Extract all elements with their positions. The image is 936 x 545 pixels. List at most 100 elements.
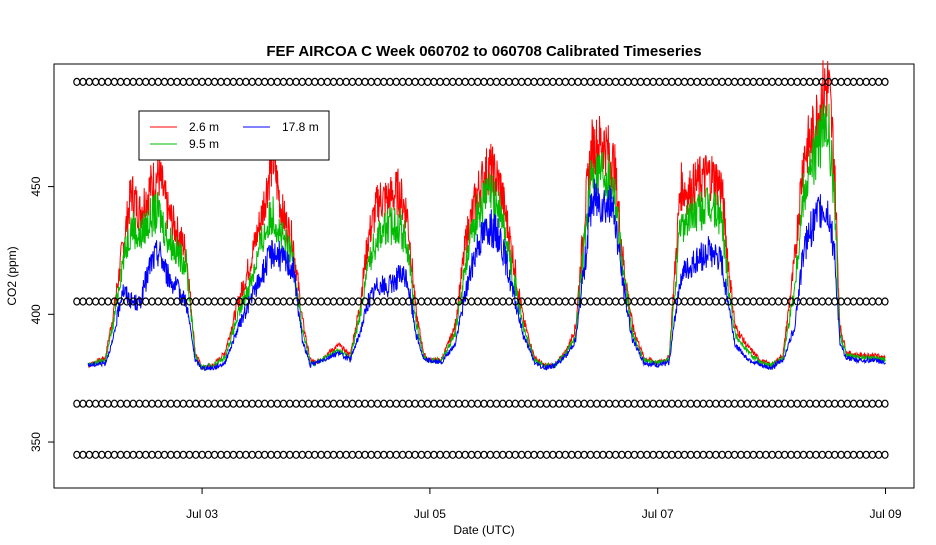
marker-point bbox=[148, 297, 156, 306]
marker-point bbox=[129, 399, 137, 408]
marker-point bbox=[705, 297, 714, 306]
marker-point bbox=[643, 399, 651, 408]
marker-point bbox=[399, 450, 407, 459]
marker-point bbox=[862, 450, 870, 459]
marker-point bbox=[192, 450, 200, 459]
marker-point bbox=[430, 450, 438, 459]
marker-point bbox=[248, 77, 256, 87]
marker-point bbox=[687, 450, 695, 459]
marker-point bbox=[693, 77, 701, 87]
marker-point bbox=[524, 399, 532, 408]
marker-point bbox=[267, 450, 275, 459]
marker-point bbox=[129, 450, 137, 459]
marker-point bbox=[799, 297, 808, 306]
marker-point bbox=[279, 297, 288, 306]
marker-point bbox=[536, 450, 545, 459]
marker-point bbox=[818, 450, 826, 459]
marker-point bbox=[211, 297, 219, 306]
marker-point bbox=[674, 77, 682, 87]
marker-point bbox=[668, 450, 676, 459]
marker-point bbox=[292, 77, 300, 87]
marker-point bbox=[781, 297, 789, 306]
marker-point bbox=[687, 399, 695, 408]
marker-point bbox=[317, 399, 325, 408]
marker-point bbox=[254, 297, 263, 306]
marker-point bbox=[680, 450, 689, 459]
marker-point bbox=[542, 77, 551, 87]
marker-point bbox=[499, 297, 507, 306]
marker-point bbox=[173, 77, 181, 87]
marker-point bbox=[148, 450, 156, 459]
marker-point bbox=[91, 399, 100, 408]
y-axis-label: CO2 (ppm) bbox=[5, 246, 19, 305]
marker-point bbox=[630, 399, 639, 408]
marker-point bbox=[868, 399, 877, 408]
marker-point bbox=[373, 297, 382, 306]
marker-point bbox=[580, 399, 588, 408]
marker-point bbox=[749, 77, 758, 87]
marker-point bbox=[211, 399, 219, 408]
marker-point bbox=[881, 77, 889, 87]
legend-label-2.6m: 2.6 m bbox=[189, 120, 219, 134]
marker-point bbox=[762, 297, 770, 306]
marker-point bbox=[730, 399, 739, 408]
marker-point bbox=[749, 399, 758, 408]
marker-point bbox=[135, 399, 143, 408]
marker-point bbox=[367, 77, 375, 87]
marker-point bbox=[474, 77, 482, 87]
marker-point bbox=[718, 297, 726, 306]
marker-point bbox=[862, 77, 870, 87]
marker-point bbox=[85, 399, 93, 408]
marker-point bbox=[342, 450, 350, 459]
marker-point bbox=[204, 450, 212, 459]
marker-point bbox=[179, 77, 187, 87]
marker-point bbox=[499, 399, 507, 408]
marker-point bbox=[261, 399, 269, 408]
marker-point bbox=[486, 399, 494, 408]
marker-point bbox=[405, 399, 413, 408]
marker-point bbox=[392, 297, 400, 306]
marker-point bbox=[743, 77, 751, 87]
marker-point bbox=[449, 297, 457, 306]
marker-point bbox=[824, 450, 833, 459]
marker-point bbox=[467, 77, 476, 87]
marker-point bbox=[411, 77, 419, 87]
marker-point bbox=[142, 77, 150, 87]
marker-point bbox=[687, 77, 695, 87]
marker-point bbox=[849, 297, 858, 306]
marker-point bbox=[185, 77, 194, 87]
marker-point bbox=[361, 77, 369, 87]
marker-point bbox=[261, 297, 269, 306]
chart-title: FEF AIRCOA C Week 060702 to 060708 Calib… bbox=[266, 43, 701, 60]
marker-point bbox=[286, 399, 294, 408]
marker-point bbox=[781, 399, 789, 408]
marker-point bbox=[192, 399, 200, 408]
marker-point bbox=[812, 399, 820, 408]
marker-point bbox=[417, 399, 425, 408]
marker-point bbox=[787, 450, 795, 459]
marker-point bbox=[373, 399, 382, 408]
series-line-2.6m bbox=[87, 60, 886, 371]
marker-point bbox=[524, 450, 532, 459]
marker-point bbox=[875, 450, 883, 459]
marker-point bbox=[768, 450, 776, 459]
marker-point bbox=[179, 399, 187, 408]
marker-point bbox=[549, 77, 557, 87]
plot-frame bbox=[53, 63, 915, 489]
marker-point bbox=[580, 450, 588, 459]
marker-point bbox=[229, 77, 237, 87]
marker-point bbox=[311, 399, 319, 408]
marker-point bbox=[524, 297, 532, 306]
marker-point bbox=[104, 450, 112, 459]
legend-label-9.5m: 9.5 m bbox=[189, 137, 219, 151]
marker-point bbox=[474, 450, 482, 459]
marker-point bbox=[480, 297, 488, 306]
marker-point bbox=[574, 450, 582, 459]
marker-point bbox=[167, 77, 175, 87]
marker-point bbox=[217, 450, 225, 459]
marker-point bbox=[417, 77, 425, 87]
marker-point bbox=[305, 450, 313, 459]
y-tick-label: 450 bbox=[29, 176, 43, 196]
marker-point bbox=[824, 399, 833, 408]
marker-point bbox=[756, 77, 764, 87]
